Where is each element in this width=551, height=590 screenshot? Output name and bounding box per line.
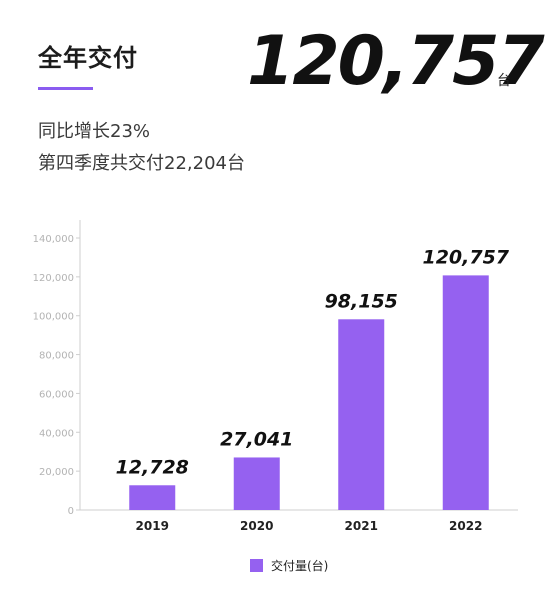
- page-title: 全年交付: [38, 44, 138, 72]
- bar-data-label: 27,041: [220, 428, 293, 450]
- bar-data-label: 98,155: [325, 290, 398, 312]
- total-deliveries-unit: 台: [497, 73, 511, 89]
- y-tick-label: 20,000: [39, 467, 74, 478]
- y-tick-label: 100,000: [33, 312, 74, 323]
- legend-label: 交付量(台): [271, 559, 329, 573]
- bar: [442, 275, 489, 510]
- y-tick-label: 120,000: [33, 273, 74, 284]
- x-tick-label: 2019: [136, 519, 169, 533]
- title-underline: [38, 87, 93, 90]
- x-tick-label: 2021: [345, 519, 378, 533]
- bar: [338, 319, 385, 510]
- y-tick-label: 0: [68, 506, 74, 517]
- x-tick-label: 2022: [449, 519, 482, 533]
- y-tick-label: 80,000: [39, 351, 74, 362]
- total-deliveries-value: 120,757: [247, 22, 545, 101]
- y-tick-label: 60,000: [39, 389, 74, 400]
- y-tick-label: 140,000: [33, 234, 74, 245]
- x-tick-label: 2020: [240, 519, 273, 533]
- growth-text: 同比增长23%: [38, 121, 151, 142]
- bar: [129, 485, 176, 510]
- legend-swatch: [250, 559, 263, 572]
- chart-legend: 交付量(台): [250, 557, 328, 574]
- bar: [233, 457, 280, 510]
- bar-data-label: 12,728: [116, 456, 189, 478]
- q4-deliveries-text: 第四季度共交付22,204台: [38, 153, 245, 174]
- y-tick-label: 40,000: [39, 428, 74, 439]
- bar-data-label: 120,757: [422, 246, 509, 268]
